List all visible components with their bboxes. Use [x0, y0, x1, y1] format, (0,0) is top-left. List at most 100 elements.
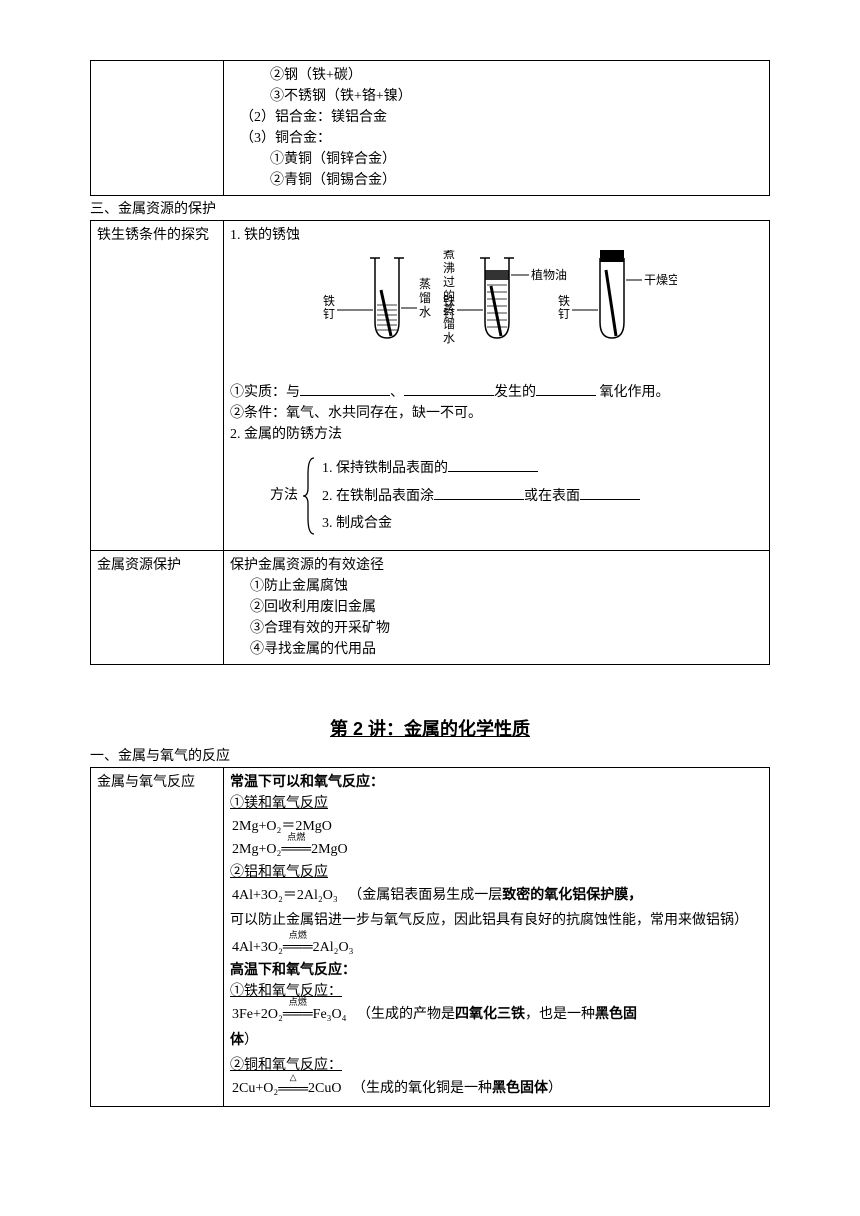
blank-fill	[580, 485, 640, 500]
alloy-item-2: ③不锈钢（铁+铬+镍）	[230, 86, 763, 107]
text-fragment: 氧化作用。	[600, 385, 670, 400]
text-bold: 体	[230, 1033, 244, 1048]
condition-text: 点燃	[283, 996, 313, 1010]
text-fragment: （生成的产物是	[364, 1007, 455, 1022]
alloy-item-4: （3）铜合金：	[230, 128, 763, 149]
svg-text:煮: 煮	[443, 250, 455, 261]
svg-text:水: 水	[419, 305, 431, 319]
document-page: ②钢（铁+碳） ③不锈钢（铁+铬+镍） （2）铝合金：镁铝合金 （3）铜合金： …	[0, 0, 860, 1147]
alloy-item-6: ②青铜（铜锡合金）	[230, 170, 763, 191]
method-brace-diagram: 方法 1. 保持铁制品表面的 2. 在铁制品表面涂 或在表面 3. 制成合金	[270, 451, 763, 540]
text-bold: 四氧化三铁	[455, 1007, 525, 1022]
fe-note: （生成的产物是四氧化三铁，也是一种黑色固	[350, 1007, 637, 1022]
svg-text:钉: 钉	[557, 307, 569, 321]
method-label: 方法	[270, 485, 298, 506]
method-item-3: 3. 制成合金	[322, 513, 640, 534]
high-temp-heading: 高温下和氧气反应：	[230, 960, 763, 981]
eq-right: Fe₃O₄	[313, 1007, 347, 1022]
svg-text:干燥空气: 干燥空气	[644, 272, 677, 287]
text-fragment: 2. 在铁制品表面涂	[322, 489, 434, 504]
equation-al-2: 4Al+3O₂点燃═══2Al₂O₃	[232, 937, 763, 958]
fe-note-line2: 体）	[230, 1027, 763, 1055]
alloy-item-5: ①黄铜（铜锌合金）	[230, 149, 763, 170]
alloy-left-cell	[91, 61, 224, 196]
protect-item-1: ①防止金属腐蚀	[230, 576, 763, 597]
method-items: 1. 保持铁制品表面的 2. 在铁制品表面涂 或在表面 3. 制成合金	[322, 451, 640, 540]
al-reaction-label: ②铝和氧气反应	[230, 862, 763, 883]
text-fragment: 发生的	[494, 385, 536, 400]
equals-condition: 点燃═══	[281, 839, 311, 860]
blank-fill	[300, 381, 390, 396]
text-fragment: （生成的氧化铜是一种	[359, 1081, 492, 1096]
text-fragment: ①实质：与	[230, 385, 300, 400]
alloy-item-3: （2）铝合金：镁铝合金	[230, 107, 763, 128]
text-fragment: 1. 保持铁制品表面的	[322, 461, 448, 476]
alloy-table: ②钢（铁+碳） ③不锈钢（铁+铬+镍） （2）铝合金：镁铝合金 （3）铜合金： …	[90, 60, 770, 196]
test-tubes-svg: 铁 钉 蒸 馏 水	[317, 250, 677, 370]
eq-right: 2CuO	[308, 1081, 341, 1096]
room-temp-heading: 常温下可以和氧气反应：	[230, 772, 763, 793]
text-fragment: 或在表面	[524, 489, 580, 504]
text-bold: 黑色固	[595, 1007, 637, 1022]
svg-text:的: 的	[443, 288, 455, 303]
metal-oxygen-label: 金属与氧气反应	[91, 768, 224, 1107]
lesson-2-title: 第 2 讲：金属的化学性质	[90, 715, 770, 741]
blank-fill	[434, 485, 524, 500]
svg-text:铁: 铁	[557, 294, 569, 308]
equation-cu: 2Cu+O₂△═══2CuO （生成的氧化铜是一种黑色固体）	[232, 1078, 763, 1099]
metal-oxygen-content: 常温下可以和氧气反应： ①镁和氧气反应 2Mg+O₂＝2MgO 2Mg+O₂点燃…	[224, 768, 770, 1107]
blank-fill	[536, 381, 596, 396]
text-fragment: 、	[390, 385, 404, 400]
mg-reaction-label: ①镁和氧气反应	[230, 793, 763, 814]
rust-prevention-heading: 2. 金属的防锈方法	[230, 424, 763, 445]
text-bold: 致密的氧化铝保护膜，	[502, 888, 642, 903]
equals-condition: △═══	[278, 1079, 308, 1100]
svg-text:钉: 钉	[322, 307, 334, 321]
rust-experiment-diagram: 铁 钉 蒸 馏 水	[230, 250, 763, 377]
rust-heading-1: 1. 铁的锈蚀	[230, 225, 763, 246]
alloy-item-1: ②钢（铁+碳）	[230, 65, 763, 86]
svg-text:水: 水	[443, 331, 455, 345]
brace-icon	[302, 456, 316, 536]
svg-text:馏: 馏	[419, 291, 431, 305]
eq-left: 2Cu+O₂	[232, 1081, 278, 1096]
text-fragment: ）	[244, 1033, 258, 1048]
resource-protect-label: 金属资源保护	[91, 551, 224, 665]
eq-left: 4Al+3O₂	[232, 940, 283, 955]
condition-text: 点燃	[283, 929, 313, 943]
condition-text: 点燃	[281, 831, 311, 845]
equation-al-1: 4Al+3O₂＝2Al₂O₃ （金属铝表面易生成一层致密的氧化铝保护膜，	[232, 885, 763, 906]
protection-table: 铁生锈条件的探究 1. 铁的锈蚀	[90, 220, 770, 665]
alloy-content-cell: ②钢（铁+碳） ③不锈钢（铁+铬+镍） （2）铝合金：镁铝合金 （3）铜合金： …	[224, 61, 770, 196]
equation-fe: 3Fe+2O₂点燃═══Fe₃O₄ （生成的产物是四氧化三铁，也是一种黑色固	[232, 1004, 763, 1025]
eq-right: 2Al₂O₃	[313, 940, 354, 955]
al-note: （金属铝表面易生成一层致密的氧化铝保护膜，	[341, 888, 642, 903]
cu-note: （生成的氧化铜是一种黑色固体）	[345, 1081, 562, 1096]
section-3-heading: 三、金属资源的保护	[90, 198, 770, 218]
blank-fill	[448, 457, 538, 472]
condition-text: △	[278, 1071, 308, 1085]
text-bold: 黑色固体	[492, 1081, 548, 1096]
svg-text:铁: 铁	[322, 294, 334, 308]
protect-item-2: ②回收利用废旧金属	[230, 597, 763, 618]
equation-mg-1: 2Mg+O₂＝2MgO	[232, 816, 763, 837]
rust-condition-label: 铁生锈条件的探究	[91, 221, 224, 551]
eq-right: 2MgO	[311, 842, 348, 857]
text-fragment: ）	[548, 1081, 562, 1096]
equals-condition: 点燃═══	[283, 1004, 313, 1025]
rust-essence-line: ①实质：与 、 发生的 氧化作用。	[230, 381, 763, 403]
method-item-2: 2. 在铁制品表面涂 或在表面	[322, 485, 640, 507]
svg-text:蒸: 蒸	[419, 277, 431, 291]
cu-reaction-label: ②铜和氧气反应：	[230, 1055, 763, 1076]
protect-item-3: ③合理有效的开采矿物	[230, 618, 763, 639]
blank-fill	[404, 381, 494, 396]
resource-protect-content: 保护金属资源的有效途径 ①防止金属腐蚀 ②回收利用废旧金属 ③合理有效的开采矿物…	[224, 551, 770, 665]
svg-text:沸: 沸	[443, 261, 455, 275]
svg-text:植物油: 植物油	[531, 267, 567, 282]
method-item-1: 1. 保持铁制品表面的	[322, 457, 640, 479]
equals-condition: 点燃═══	[283, 937, 313, 958]
metal-oxygen-table: 金属与氧气反应 常温下可以和氧气反应： ①镁和氧气反应 2Mg+O₂＝2MgO …	[90, 767, 770, 1107]
section-1-heading: 一、金属与氧气的反应	[90, 745, 770, 765]
text-fragment: （金属铝表面易生成一层	[355, 888, 502, 903]
equation-mg-2: 2Mg+O₂点燃═══2MgO	[232, 839, 763, 860]
